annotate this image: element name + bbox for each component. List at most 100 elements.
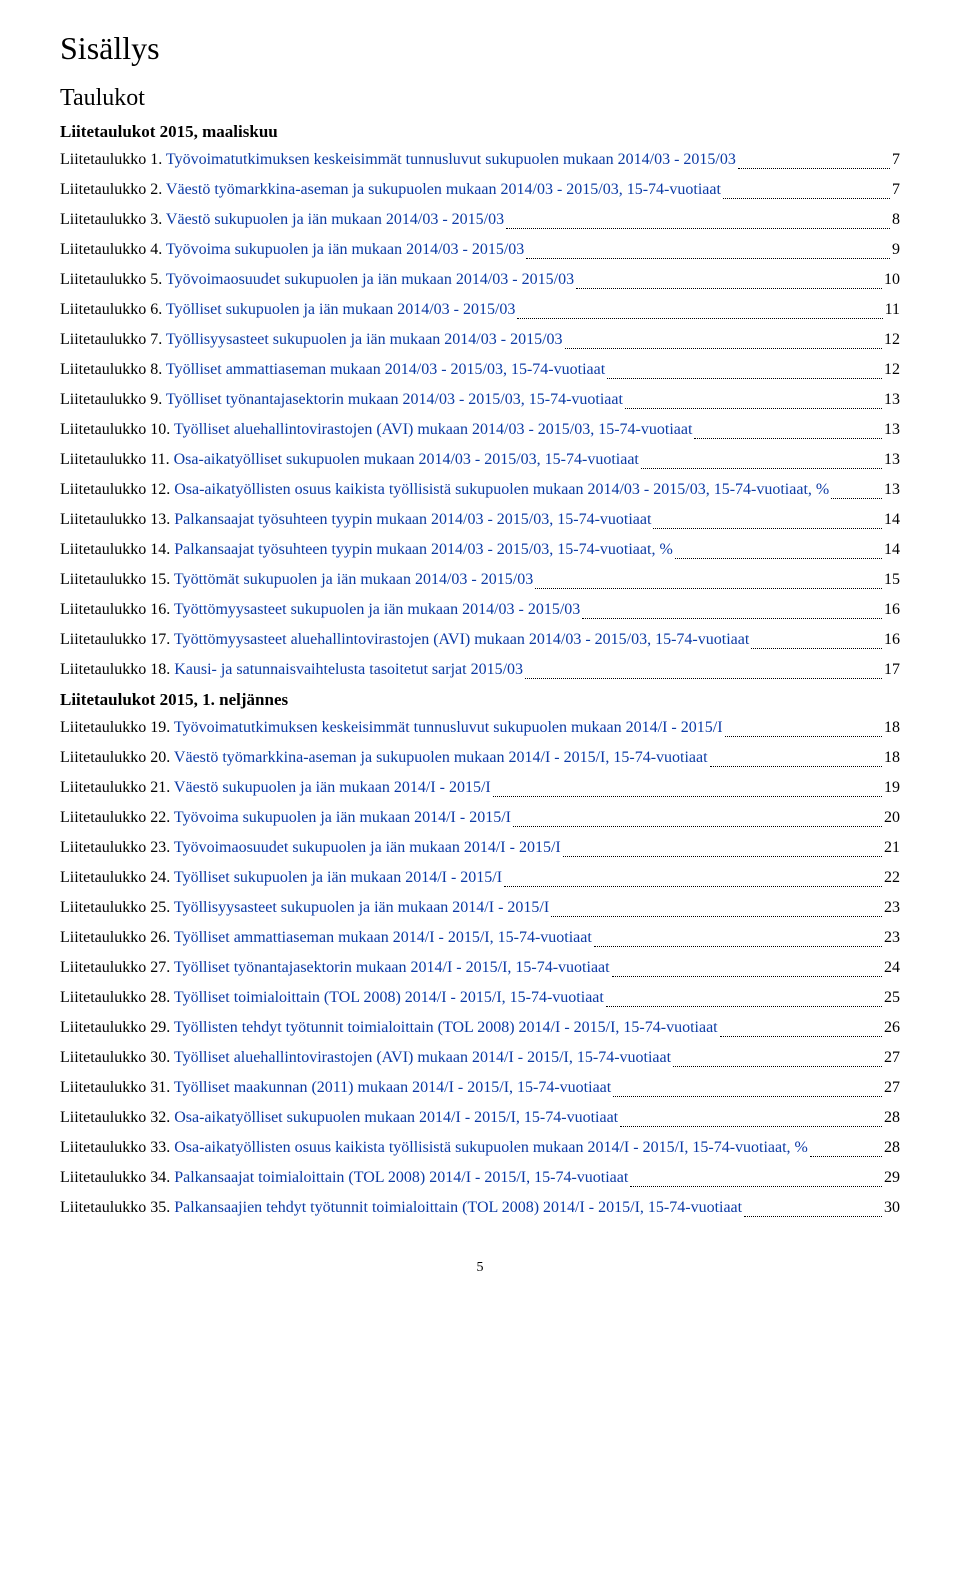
toc-leader xyxy=(738,167,890,169)
toc-entry: Liitetaulukko 34. Palkansaajat toimialoi… xyxy=(60,1166,900,1190)
toc-entry-link[interactable]: Työvoimaosuudet sukupuolen ja iän mukaan… xyxy=(174,839,561,856)
toc-entry: Liitetaulukko 2. Väestö työmarkkina-asem… xyxy=(60,178,900,202)
toc-entry-page: 18 xyxy=(884,746,900,770)
toc-leader xyxy=(517,317,882,319)
toc-entry-text: Liitetaulukko 13. Palkansaajat työsuhtee… xyxy=(60,508,651,532)
toc-entry-link[interactable]: Työllisyysasteet sukupuolen ja iän mukaa… xyxy=(174,899,549,916)
toc-entry: Liitetaulukko 16. Työttömyysasteet sukup… xyxy=(60,598,900,622)
toc-entry-link[interactable]: Osa-aikatyölliset sukupuolen mukaan 2014… xyxy=(174,451,639,468)
toc-leader xyxy=(525,677,882,679)
toc-entry: Liitetaulukko 15. Työttömät sukupuolen j… xyxy=(60,568,900,592)
toc-entry: Liitetaulukko 10. Työlliset aluehallinto… xyxy=(60,418,900,442)
toc-entry: Liitetaulukko 8. Työlliset ammattiaseman… xyxy=(60,358,900,382)
toc-entry-prefix: Liitetaulukko 28. xyxy=(60,989,174,1006)
toc-entry-page: 7 xyxy=(892,148,900,172)
toc-entry-link[interactable]: Osa-aikatyölliset sukupuolen mukaan 2014… xyxy=(174,1109,618,1126)
toc-entry: Liitetaulukko 3. Väestö sukupuolen ja iä… xyxy=(60,208,900,232)
toc-entry-link[interactable]: Palkansaajat toimialoittain (TOL 2008) 2… xyxy=(174,1169,628,1186)
toc-entry-prefix: Liitetaulukko 17. xyxy=(60,631,174,648)
toc-entry-text: Liitetaulukko 20. Väestö työmarkkina-ase… xyxy=(60,746,708,770)
toc-entry-page: 29 xyxy=(884,1166,900,1190)
section-a-heading: Liitetaulukot 2015, maaliskuu xyxy=(60,122,900,142)
toc-leader xyxy=(612,975,882,977)
toc-entry-page: 25 xyxy=(884,986,900,1010)
toc-entry-prefix: Liitetaulukko 30. xyxy=(60,1049,174,1066)
toc-entry: Liitetaulukko 30. Työlliset aluehallinto… xyxy=(60,1046,900,1070)
toc-list-b: Liitetaulukko 19. Työvoimatutkimuksen ke… xyxy=(60,716,900,1220)
toc-entry-link[interactable]: Työlliset toimialoittain (TOL 2008) 2014… xyxy=(174,989,604,1006)
toc-entry-link[interactable]: Työvoima sukupuolen ja iän mukaan 2014/0… xyxy=(166,241,524,258)
toc-entry-link[interactable]: Väestö työmarkkina-aseman ja sukupuolen … xyxy=(166,181,721,198)
toc-entry-prefix: Liitetaulukko 13. xyxy=(60,511,174,528)
toc-entry-link[interactable]: Työvoimatutkimuksen keskeisimmät tunnusl… xyxy=(166,151,736,168)
toc-entry-prefix: Liitetaulukko 31. xyxy=(60,1079,174,1096)
toc-entry-page: 28 xyxy=(884,1106,900,1130)
toc-entry-link[interactable]: Työlliset työnantajasektorin mukaan 2014… xyxy=(166,391,623,408)
toc-entry-link[interactable]: Työlliset työnantajasektorin mukaan 2014… xyxy=(174,959,610,976)
toc-entry-link[interactable]: Palkansaajat työsuhteen tyypin mukaan 20… xyxy=(174,511,651,528)
toc-entry-link[interactable]: Työlliset aluehallintovirastojen (AVI) m… xyxy=(174,421,692,438)
toc-entry-link[interactable]: Työvoimaosuudet sukupuolen ja iän mukaan… xyxy=(166,271,574,288)
toc-entry-link[interactable]: Osa-aikatyöllisten osuus kaikista työlli… xyxy=(174,1139,808,1156)
toc-entry-text: Liitetaulukko 16. Työttömyysasteet sukup… xyxy=(60,598,580,622)
toc-entry-link[interactable]: Palkansaajien tehdyt työtunnit toimialoi… xyxy=(174,1199,742,1216)
toc-entry-text: Liitetaulukko 23. Työvoimaosuudet sukupu… xyxy=(60,836,561,860)
toc-leader xyxy=(565,347,882,349)
toc-entry-link[interactable]: Työlliset aluehallintovirastojen (AVI) m… xyxy=(174,1049,671,1066)
toc-leader xyxy=(673,1065,882,1067)
toc-entry-link[interactable]: Työllisten tehdyt työtunnit toimialoitta… xyxy=(174,1019,718,1036)
toc-entry-page: 23 xyxy=(884,896,900,920)
toc-entry: Liitetaulukko 23. Työvoimaosuudet sukupu… xyxy=(60,836,900,860)
toc-leader xyxy=(720,1035,882,1037)
toc-entry-link[interactable]: Työvoimatutkimuksen keskeisimmät tunnusl… xyxy=(174,719,723,736)
toc-entry-page: 7 xyxy=(892,178,900,202)
toc-entry-link[interactable]: Työttömät sukupuolen ja iän mukaan 2014/… xyxy=(174,571,533,588)
toc-entry: Liitetaulukko 5. Työvoimaosuudet sukupuo… xyxy=(60,268,900,292)
toc-entry-link[interactable]: Työlliset ammattiaseman mukaan 2014/03 -… xyxy=(166,361,605,378)
toc-leader xyxy=(606,1005,882,1007)
toc-entry-link[interactable]: Osa-aikatyöllisten osuus kaikista työlli… xyxy=(174,481,829,498)
toc-entry-prefix: Liitetaulukko 18. xyxy=(60,661,174,678)
toc-entry-link[interactable]: Työlliset sukupuolen ja iän mukaan 2014/… xyxy=(166,301,516,318)
toc-entry-link[interactable]: Työttömyysasteet aluehallintovirastojen … xyxy=(174,631,749,648)
toc-entry-link[interactable]: Työlliset ammattiaseman mukaan 2014/I - … xyxy=(174,929,592,946)
toc-entry-page: 30 xyxy=(884,1196,900,1220)
toc-entry-prefix: Liitetaulukko 24. xyxy=(60,869,174,886)
toc-entry-page: 15 xyxy=(884,568,900,592)
toc-leader xyxy=(582,617,882,619)
toc-entry-link[interactable]: Työttömyysasteet sukupuolen ja iän mukaa… xyxy=(174,601,580,618)
toc-entry-text: Liitetaulukko 30. Työlliset aluehallinto… xyxy=(60,1046,671,1070)
toc-entry-link[interactable]: Kausi- ja satunnaisvaihtelusta tasoitetu… xyxy=(174,661,523,678)
toc-entry-prefix: Liitetaulukko 25. xyxy=(60,899,174,916)
toc-entry-prefix: Liitetaulukko 2. xyxy=(60,181,166,198)
toc-leader xyxy=(641,467,882,469)
toc-entry-prefix: Liitetaulukko 16. xyxy=(60,601,174,618)
toc-entry-link[interactable]: Palkansaajat työsuhteen tyypin mukaan 20… xyxy=(174,541,673,558)
toc-entry-prefix: Liitetaulukko 10. xyxy=(60,421,174,438)
toc-leader xyxy=(506,227,890,229)
toc-leader xyxy=(526,257,890,259)
toc-entry-link[interactable]: Väestö työmarkkina-aseman ja sukupuolen … xyxy=(174,749,708,766)
toc-leader xyxy=(710,765,882,767)
toc-entry-link[interactable]: Työvoima sukupuolen ja iän mukaan 2014/I… xyxy=(174,809,511,826)
toc-entry-prefix: Liitetaulukko 26. xyxy=(60,929,174,946)
toc-entry-text: Liitetaulukko 26. Työlliset ammattiasema… xyxy=(60,926,592,950)
toc-entry-prefix: Liitetaulukko 15. xyxy=(60,571,174,588)
toc-entry-page: 12 xyxy=(884,328,900,352)
toc-entry: Liitetaulukko 17. Työttömyysasteet alueh… xyxy=(60,628,900,652)
toc-entry-page: 9 xyxy=(892,238,900,262)
toc-entry-prefix: Liitetaulukko 33. xyxy=(60,1139,174,1156)
toc-entry-page: 14 xyxy=(884,538,900,562)
toc-leader xyxy=(810,1155,882,1157)
toc-entry-text: Liitetaulukko 22. Työvoima sukupuolen ja… xyxy=(60,806,511,830)
toc-entry-link[interactable]: Väestö sukupuolen ja iän mukaan 2014/I -… xyxy=(174,779,491,796)
toc-entry: Liitetaulukko 31. Työlliset maakunnan (2… xyxy=(60,1076,900,1100)
toc-entry-link[interactable]: Työllisyysasteet sukupuolen ja iän mukaa… xyxy=(166,331,563,348)
toc-entry: Liitetaulukko 19. Työvoimatutkimuksen ke… xyxy=(60,716,900,740)
page-container: Sisällys Taulukot Liitetaulukot 2015, ma… xyxy=(0,0,960,1316)
toc-entry-link[interactable]: Työlliset sukupuolen ja iän mukaan 2014/… xyxy=(174,869,502,886)
toc-entry-link[interactable]: Väestö sukupuolen ja iän mukaan 2014/03 … xyxy=(166,211,504,228)
toc-entry: Liitetaulukko 11. Osa-aikatyölliset suku… xyxy=(60,448,900,472)
toc-leader xyxy=(504,885,882,887)
toc-entry-link[interactable]: Työlliset maakunnan (2011) mukaan 2014/I… xyxy=(174,1079,611,1096)
